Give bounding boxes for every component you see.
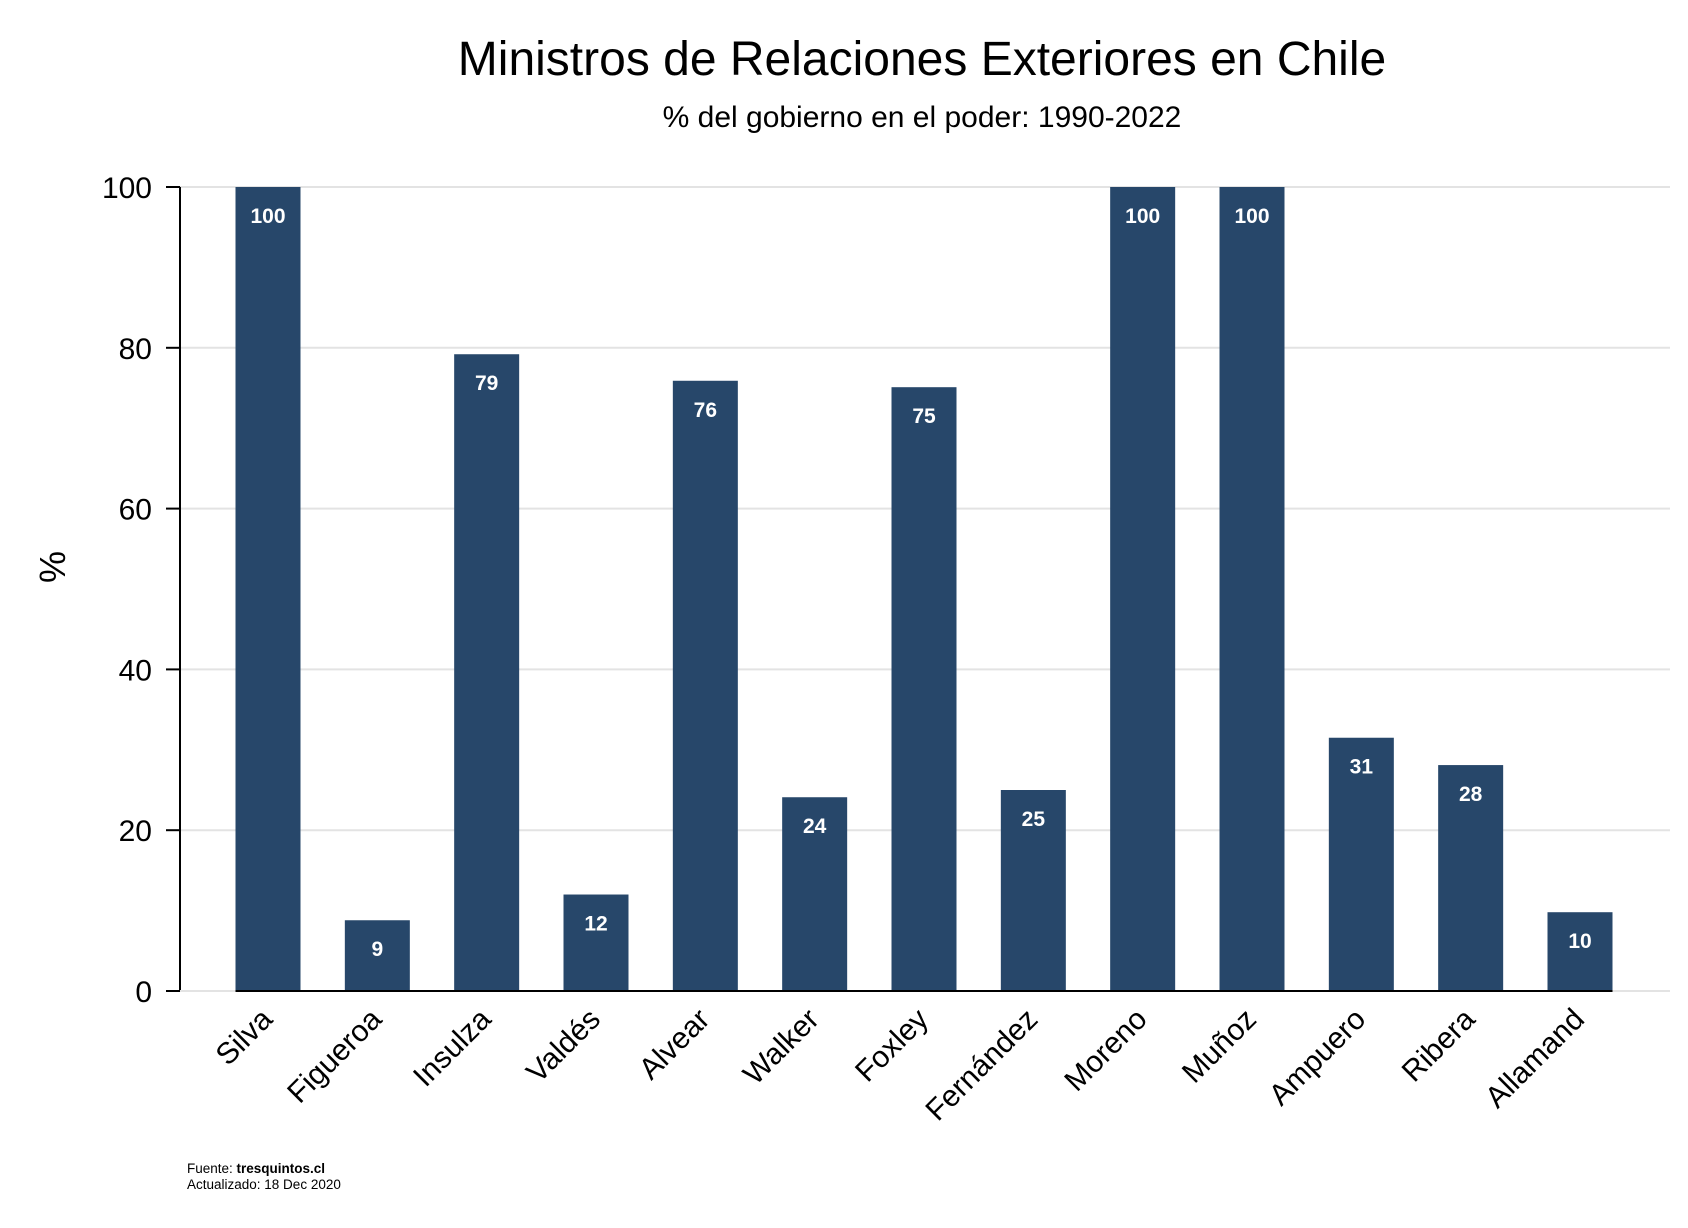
y-tick-label: 0	[135, 976, 152, 1009]
bar-data-label: 79	[475, 372, 498, 395]
source-line: Fuente: tresquintos.cl	[187, 1161, 341, 1177]
x-tick-label: Moreno	[1058, 1003, 1153, 1098]
bar-data-label: 100	[1125, 205, 1160, 228]
y-axis: 0 20 40 60 80 100	[102, 172, 181, 1009]
bar-data-label: 28	[1459, 783, 1483, 806]
y-tick-label: 80	[119, 333, 152, 366]
bar-data-label: 31	[1350, 756, 1374, 779]
x-tick-label: Foxley	[849, 1003, 935, 1089]
bar-data-label: 25	[1022, 808, 1046, 831]
source-value: tresquintos.cl	[236, 1161, 326, 1176]
x-tick-label: Ampuero	[1263, 1003, 1372, 1112]
x-tick-label: Alvear	[633, 1003, 716, 1086]
bar-data-label: 100	[1234, 205, 1269, 228]
bar	[563, 894, 629, 991]
bar-data-label: 100	[250, 205, 285, 228]
bar	[891, 387, 957, 991]
bar	[1438, 765, 1504, 991]
bar	[1219, 187, 1285, 991]
x-axis: Silva Figueroa Insulza Valdés Alvear Walker Fo…	[180, 990, 1670, 1128]
x-tick-label: Walker	[737, 1003, 826, 1092]
updated-line: Actualizado: 18 Dec 2020	[187, 1177, 341, 1192]
bar	[672, 380, 738, 991]
source-label: Fuente:	[187, 1161, 237, 1176]
bar	[1547, 912, 1613, 991]
bar-data-label: 9	[371, 938, 383, 961]
bar	[1328, 737, 1394, 991]
bar	[1000, 790, 1066, 991]
y-axis-label: %	[32, 551, 73, 583]
y-tick-label: 20	[119, 815, 152, 848]
bars: 100 9 79 12 76 24 75 25 100 100 31 28 10	[235, 187, 1613, 991]
bar-data-label: 12	[584, 913, 607, 936]
bar	[1110, 187, 1176, 991]
x-tick-label: Insulza	[407, 1002, 498, 1093]
bar-data-label: 76	[694, 399, 717, 422]
bar	[235, 187, 301, 991]
x-tick-label: Fernández	[920, 1003, 1045, 1128]
x-tick-label: Valdés	[520, 1003, 607, 1090]
x-tick-label: Muñoz	[1176, 1003, 1263, 1090]
y-tick-label: 40	[119, 654, 152, 687]
y-tick-label: 60	[119, 494, 152, 527]
bar-data-label: 10	[1568, 930, 1591, 953]
bar	[344, 920, 410, 991]
footer: Fuente: tresquintos.cl Actualizado: 18 D…	[187, 1161, 341, 1193]
x-tick-label: Ribera	[1396, 1002, 1482, 1088]
x-tick-label: Allamand	[1479, 1003, 1591, 1115]
chart-subtitle: % del gobierno en el poder: 1990-2022	[663, 101, 1182, 134]
chart-title: Ministros de Relaciones Exteriores en Ch…	[458, 33, 1386, 86]
bar-data-label: 75	[912, 405, 936, 428]
bar-data-label: 24	[803, 815, 827, 838]
y-tick-label: 100	[102, 172, 152, 205]
bar	[454, 354, 520, 991]
bar	[782, 797, 848, 991]
x-tick-label: Silva	[210, 1002, 280, 1072]
x-tick-label: Figueroa	[281, 1002, 388, 1109]
